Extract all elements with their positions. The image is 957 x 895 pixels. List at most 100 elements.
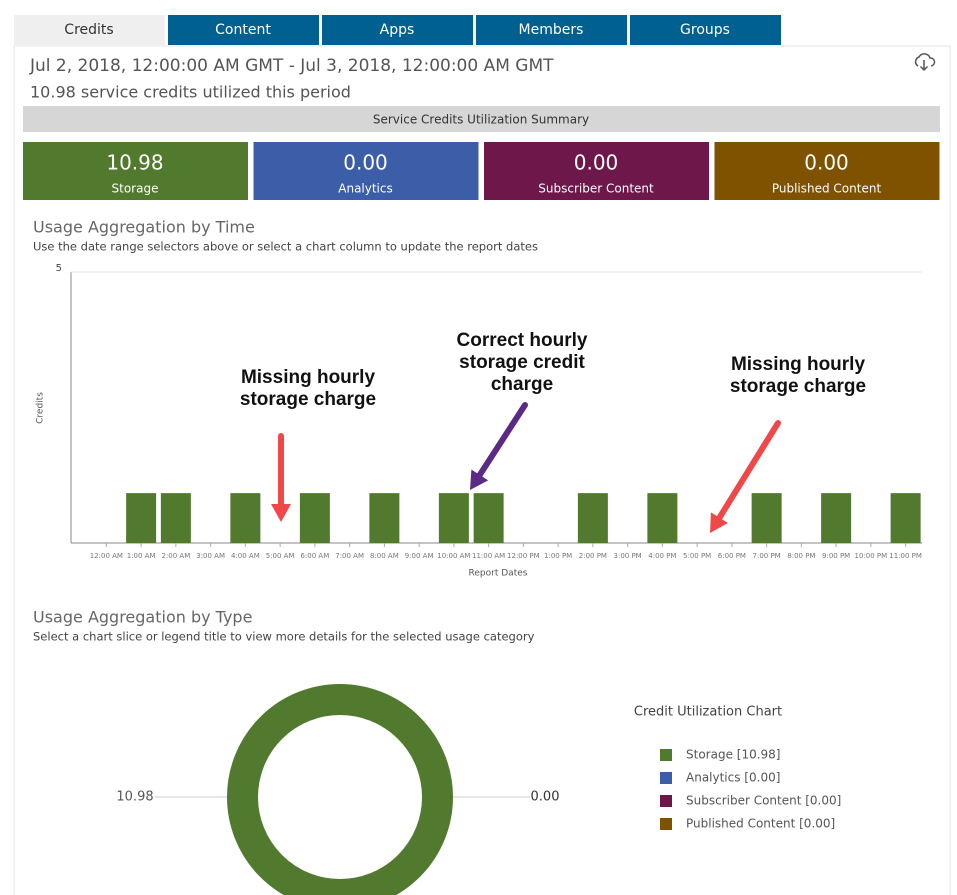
tab[interactable]: Groups [630, 15, 781, 45]
x-tick-label: 5:00 AM [266, 552, 295, 560]
x-tick-label: 9:00 AM [405, 552, 434, 560]
legend-item[interactable]: Published Content [0.00] [660, 817, 835, 831]
tab-background [476, 15, 627, 45]
tab[interactable]: Members [476, 15, 627, 45]
bar[interactable] [647, 493, 678, 543]
tab-label: Content [215, 22, 271, 38]
bar[interactable] [473, 493, 504, 543]
x-tick-label: 6:00 PM [718, 552, 746, 560]
value-label: 0.00 [531, 790, 560, 805]
card-value: 0.00 [343, 151, 388, 175]
annotation-text: charge [491, 374, 553, 395]
x-tick-label: 5:00 PM [683, 552, 711, 560]
x-tick-label: 3:00 AM [196, 552, 225, 560]
legend-item[interactable]: Analytics [0.00] [660, 771, 780, 785]
tab-background [168, 15, 319, 45]
y-axis-label: Credits [36, 392, 46, 424]
chart-subtitle: Select a chart slice or legend title to … [33, 630, 535, 644]
card-background [253, 142, 479, 200]
card-value: 0.00 [574, 151, 619, 175]
summary-text: 10.98 service credits utilized this peri… [30, 83, 351, 102]
tab[interactable]: Apps [322, 15, 473, 45]
legend-swatch [660, 795, 672, 807]
annotation-text: Missing hourly [241, 367, 376, 388]
download-icon[interactable] [914, 53, 936, 72]
tab[interactable]: Credits [14, 15, 165, 45]
legend-label: Subscriber Content [0.00] [686, 794, 841, 808]
x-tick-label: 2:00 AM [161, 552, 190, 560]
tab-label: Members [519, 22, 584, 38]
bar[interactable] [160, 493, 191, 543]
annotation-arrowhead [710, 512, 728, 533]
summary-card[interactable]: 10.98 Storage [23, 142, 248, 200]
bar[interactable] [577, 493, 608, 543]
card-background [23, 142, 248, 200]
x-tick-label: 10:00 PM [855, 552, 888, 560]
bar[interactable] [299, 493, 330, 543]
tab-background [322, 15, 473, 45]
summary-bar [23, 106, 940, 132]
legend-swatch [660, 772, 672, 784]
legend-label: Published Content [0.00] [686, 817, 835, 831]
x-tick-label: 10:00 AM [437, 552, 470, 560]
cloud [914, 53, 936, 67]
bar[interactable] [751, 493, 782, 543]
legend-title: Credit Utilization Chart [634, 705, 782, 720]
x-tick-label: 8:00 PM [787, 552, 815, 560]
annotation-text: storage charge [240, 389, 376, 410]
x-tick-label: 6:00 AM [300, 552, 329, 560]
x-tick-label: 9:00 PM [822, 552, 850, 560]
chart-title: Usage Aggregation by Time [33, 218, 255, 237]
summary-card[interactable]: 0.00 Analytics [253, 142, 479, 200]
tab-background [14, 15, 165, 45]
value-label: 10.98 [116, 790, 153, 805]
card-background [714, 142, 940, 200]
annotation-text: storage credit [459, 352, 585, 373]
bar[interactable] [126, 493, 157, 543]
tab-background [630, 15, 781, 45]
card-label: Subscriber Content [538, 182, 654, 196]
summary-card[interactable]: 0.00 Published Content [714, 142, 940, 200]
x-tick-label: 11:00 AM [472, 552, 505, 560]
annotation-text: storage charge [730, 376, 866, 397]
summary-title: Service Credits Utilization Summary [373, 113, 589, 127]
chart-subtitle: Use the date range selectors above or se… [33, 240, 538, 254]
card-label: Storage [112, 182, 159, 196]
legend-item[interactable]: Storage [10.98] [660, 748, 780, 762]
bar[interactable] [369, 493, 400, 543]
x-tick-label: 1:00 PM [544, 552, 572, 560]
chart-title: Usage Aggregation by Type [33, 608, 252, 627]
y-tick-label: 5 [56, 263, 62, 274]
bar[interactable] [821, 493, 852, 543]
date-range: Jul 2, 2018, 12:00:00 AM GMT - Jul 3, 20… [29, 56, 554, 76]
x-tick-label: 2:00 PM [579, 552, 607, 560]
x-tick-label: 4:00 PM [648, 552, 676, 560]
x-tick-label: 7:00 PM [753, 552, 781, 560]
x-tick-label: 1:00 AM [127, 552, 156, 560]
tab[interactable]: Content [168, 15, 319, 45]
annotation-arrow [476, 402, 528, 478]
legend-swatch [660, 749, 672, 761]
card-label: Published Content [772, 182, 882, 196]
bar[interactable] [438, 493, 469, 543]
bar[interactable] [890, 493, 921, 543]
annotation-text: Missing hourly [731, 354, 866, 375]
bar[interactable] [230, 493, 261, 543]
tab-label: Groups [680, 22, 730, 38]
tab-label: Apps [380, 22, 415, 38]
legend-item[interactable]: Subscriber Content [0.00] [660, 794, 841, 808]
card-value: 10.98 [106, 151, 163, 175]
card-value: 0.00 [804, 151, 849, 175]
card-label: Analytics [338, 182, 393, 196]
x-tick-label: 4:00 AM [231, 552, 260, 560]
x-tick-label: 12:00 AM [90, 552, 123, 560]
x-tick-label: 7:00 AM [335, 552, 364, 560]
x-tick-label: 11:00 PM [889, 552, 922, 560]
summary-card[interactable]: 0.00 Subscriber Content [484, 142, 709, 200]
arrow [919, 60, 929, 72]
annotation-arrowhead [470, 469, 489, 490]
legend-label: Analytics [0.00] [686, 771, 780, 785]
x-axis-label: Report Dates [469, 569, 528, 579]
x-tick-label: 8:00 AM [370, 552, 399, 560]
x-tick-label: 3:00 PM [614, 552, 642, 560]
